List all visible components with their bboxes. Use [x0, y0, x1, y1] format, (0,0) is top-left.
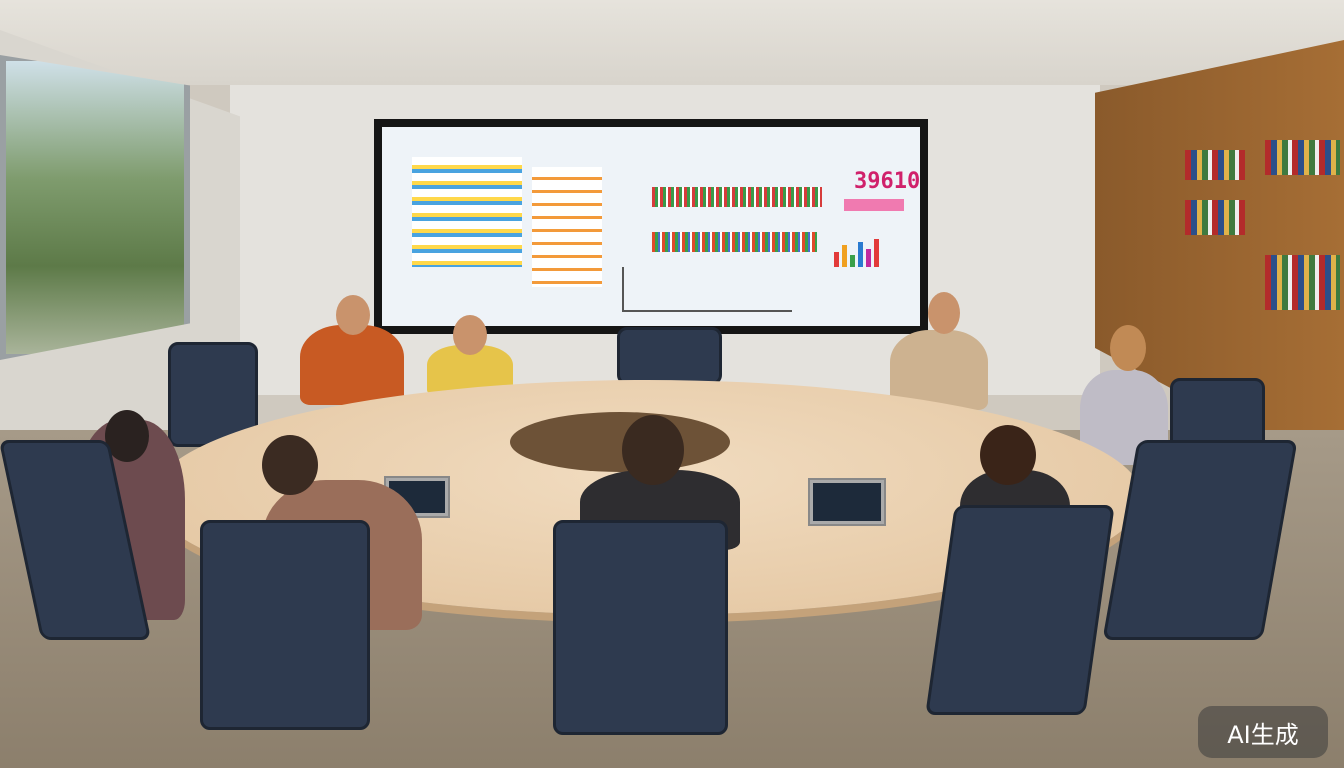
screen-line-chart	[622, 267, 792, 312]
bar	[850, 255, 855, 267]
laptop-left	[384, 476, 450, 518]
screen-bars	[652, 232, 817, 252]
presentation-screen: 39610	[374, 119, 928, 334]
head	[980, 425, 1036, 485]
chair-front-left	[200, 520, 370, 730]
screen-bars	[652, 187, 822, 207]
dashboard-display: 39610	[382, 127, 920, 326]
head	[622, 415, 684, 485]
head	[336, 295, 370, 335]
laptop-screen	[810, 480, 884, 524]
books	[1185, 150, 1245, 180]
screen-table	[412, 157, 522, 267]
chair-back-center	[617, 327, 722, 385]
bar	[834, 252, 839, 267]
books	[1265, 255, 1340, 310]
head	[1110, 325, 1146, 371]
bar	[842, 245, 847, 267]
screen-label-tag	[844, 199, 904, 211]
bar	[866, 249, 871, 267]
books	[1185, 200, 1245, 235]
head	[262, 435, 318, 495]
window	[0, 55, 190, 360]
bar	[874, 239, 879, 267]
ai-generated-watermark: AI生成	[1198, 706, 1328, 758]
table-center-opening	[510, 412, 730, 472]
bar	[858, 242, 863, 267]
ceiling	[0, 0, 1344, 85]
chair-front-right	[925, 505, 1115, 715]
person-orange-jacket	[300, 295, 404, 405]
head	[105, 410, 149, 462]
screen-list	[532, 167, 602, 287]
laptop-right	[808, 478, 886, 526]
screen-bar-chart	[834, 237, 914, 267]
head	[928, 292, 960, 334]
head	[453, 315, 487, 355]
screen-headline-number: 39610	[854, 169, 920, 194]
books	[1265, 140, 1340, 175]
chair-front-center	[553, 520, 728, 735]
